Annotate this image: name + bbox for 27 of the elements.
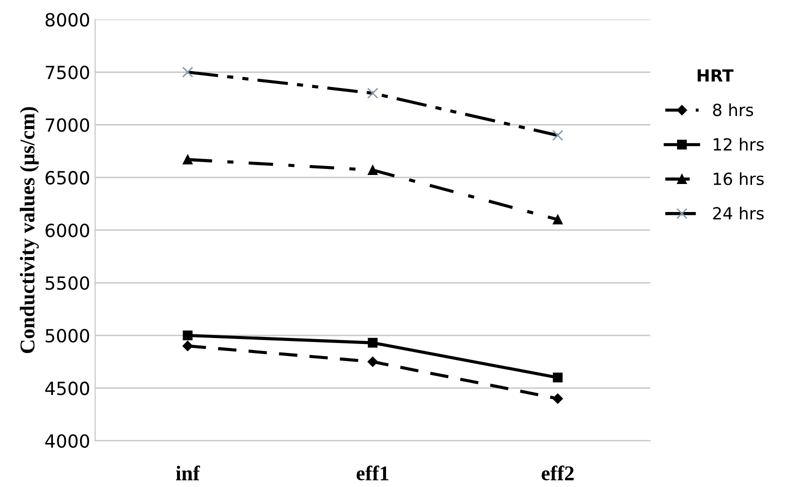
y-tick-label: 6500 [46,170,90,185]
point [182,330,193,340]
legend-label: 16 hrs [714,172,764,186]
legend-label: 24 hrs [713,206,764,220]
point [182,340,193,352]
x-tick-label: eff1 [356,466,388,480]
y-tick-label: 4500 [45,382,90,396]
y-tick-label: 7000 [46,118,90,132]
y-tick-label: 7500 [46,66,90,80]
y-tick-label: 5500 [46,276,90,290]
legend-label: 12 hrs [714,138,764,151]
y-tick-label: 4000 [45,434,90,448]
point [368,165,378,175]
y-axis-title: Conductivity values (μs/cm) [20,107,39,354]
x-tick-label: inf [176,466,200,480]
point [552,372,563,382]
point [552,214,563,224]
point [368,338,378,348]
legend-title: HRT [698,69,734,82]
y-tick-label: 5000 [46,328,90,343]
point [552,393,563,404]
legend-label: 8 hrs [713,103,754,116]
y-tick-label: 8000 [46,12,90,27]
x-tick-label: eff2 [542,466,574,480]
point [368,356,378,367]
point [182,154,193,164]
y-tick-label: 6000 [46,224,90,238]
